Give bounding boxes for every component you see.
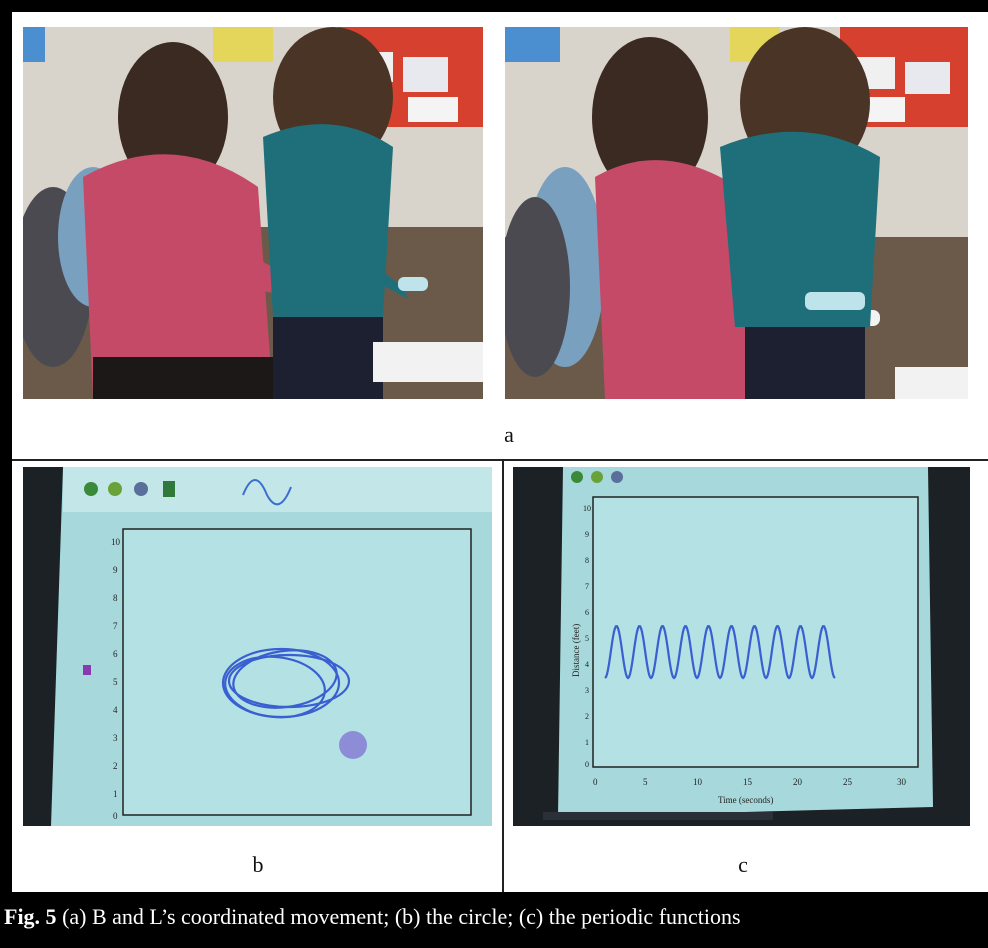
x-tick: 5	[643, 777, 648, 787]
photo-coordinated-movement-left	[23, 27, 483, 399]
y-axis-label: Distance (feet)	[571, 624, 581, 677]
panel-label-c: c	[738, 852, 748, 877]
y-tick: 6	[585, 608, 589, 617]
y-tick: 0	[113, 811, 118, 821]
y-axis-ticks: 10 9 8 7 6 5 4 3 2 1 0	[111, 537, 121, 821]
caption-text: (a) B and L’s coordinated movement; (b) …	[56, 904, 741, 929]
y-tick: 7	[585, 582, 589, 591]
y-tick: 3	[585, 686, 589, 695]
x-tick: 10	[693, 777, 703, 787]
caption-prefix: Fig. 5	[4, 904, 57, 929]
x-axis-label: Time (seconds)	[718, 795, 773, 805]
y-tick: 7	[113, 621, 118, 631]
y-tick: 9	[113, 565, 118, 575]
y-tick: 5	[585, 634, 589, 643]
x-axis-ticks: 0 5 10 15 20 25 30	[593, 777, 907, 787]
y-tick: 10	[111, 537, 121, 547]
y-tick: 2	[585, 712, 589, 721]
y-tick: 10	[583, 504, 591, 513]
photo-coordinated-movement-right	[505, 27, 968, 399]
y-tick: 4	[113, 705, 118, 715]
row-divider	[12, 459, 988, 461]
y-tick: 1	[585, 738, 589, 747]
x-tick: 15	[743, 777, 753, 787]
y-tick: 8	[585, 556, 589, 565]
y-tick: 6	[113, 649, 118, 659]
figure-caption: Fig. 5 (a) B and L’s coordinated movemen…	[4, 904, 988, 930]
y-tick: 4	[585, 660, 589, 669]
y-tick: 9	[585, 530, 589, 539]
x-tick: 30	[897, 777, 907, 787]
periodic-trace	[604, 625, 836, 680]
y-tick: 8	[113, 593, 118, 603]
y-tick: 1	[113, 789, 118, 799]
screen-circle-graph: 10 9 8 7 6 5 4 3 2 1 0	[23, 467, 492, 826]
y-axis-ticks: 10 9 8 7 6 5 4 3 2 1 0	[583, 504, 591, 769]
circle-trace	[221, 647, 351, 719]
x-tick: 0	[593, 777, 598, 787]
screen-periodic-graph: Distance (feet) Time (seconds) 0 5 10 15…	[513, 467, 970, 826]
y-tick: 2	[113, 761, 118, 771]
panel-label-a: a	[504, 422, 514, 447]
x-tick: 25	[843, 777, 853, 787]
panel-label-b: b	[252, 852, 264, 877]
y-tick: 0	[585, 760, 589, 769]
x-tick: 20	[793, 777, 803, 787]
col-divider	[502, 459, 504, 892]
y-tick: 3	[113, 733, 118, 743]
y-tick: 5	[113, 677, 118, 687]
